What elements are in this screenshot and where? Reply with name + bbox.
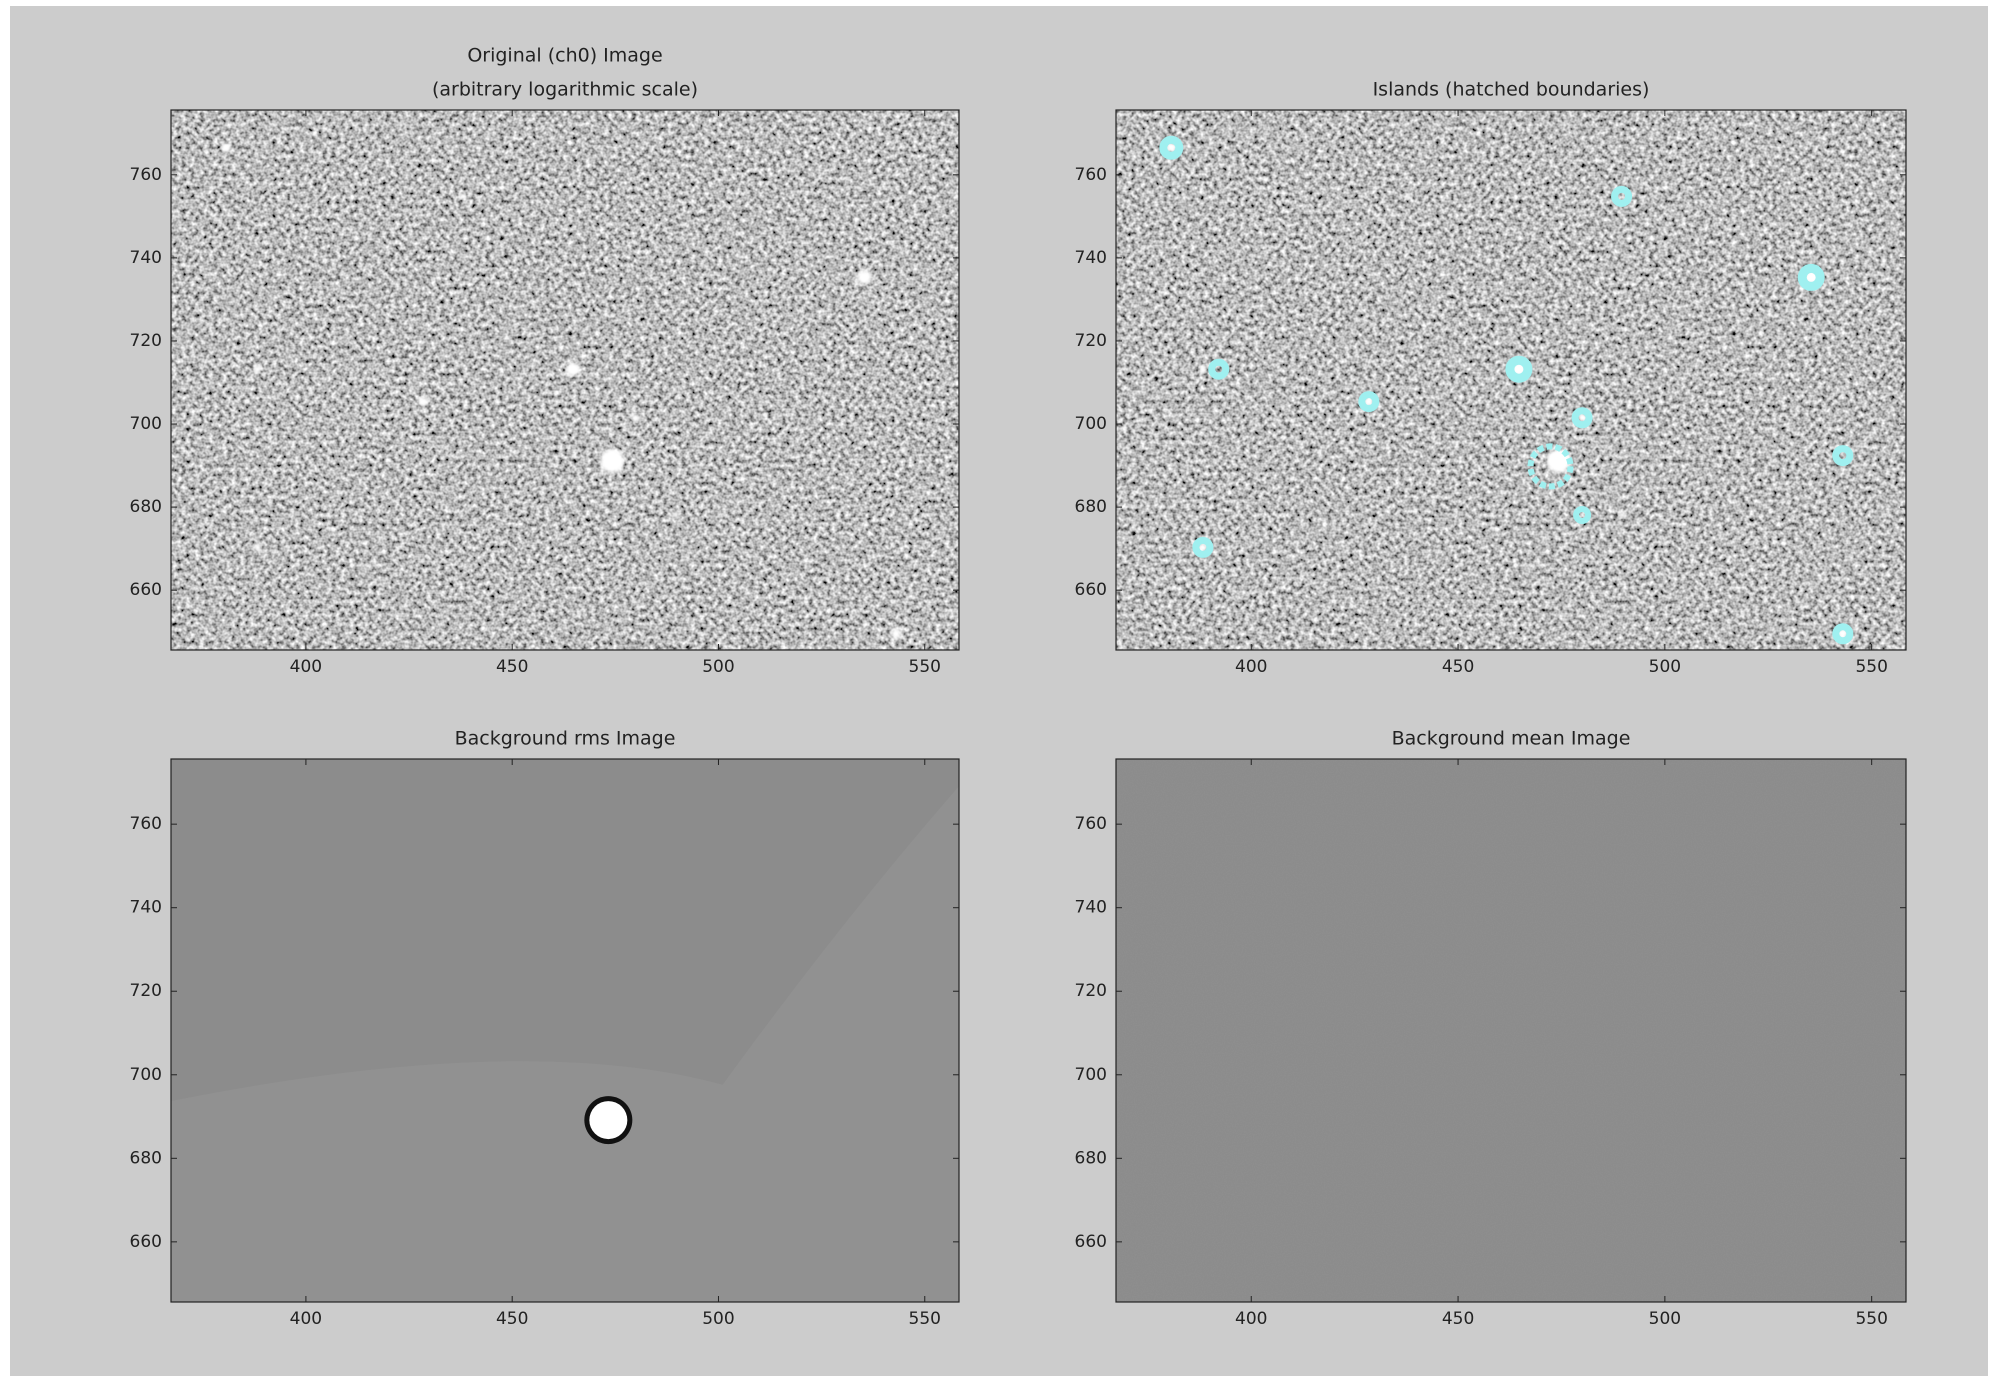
x-tick-label: 500 bbox=[702, 657, 734, 677]
source bbox=[221, 143, 231, 153]
source bbox=[254, 543, 262, 551]
y-tick-label: 660 bbox=[1075, 1232, 1107, 1252]
source bbox=[1405, 193, 1411, 199]
y-tick-label: 760 bbox=[1075, 165, 1107, 185]
y-tick-label: 760 bbox=[130, 814, 162, 834]
image bbox=[1116, 110, 1906, 650]
y-tick-label: 700 bbox=[1075, 414, 1107, 434]
image-noise bbox=[1116, 759, 1906, 1302]
y-tick-label: 740 bbox=[1075, 898, 1107, 918]
x-tick-label: 400 bbox=[290, 1309, 322, 1329]
x-tick-label: 550 bbox=[909, 657, 941, 677]
y-tick-label: 740 bbox=[1075, 248, 1107, 268]
x-tick-label: 450 bbox=[1442, 1309, 1474, 1329]
x-tick-label: 450 bbox=[1442, 657, 1474, 677]
source bbox=[566, 362, 580, 376]
chart-title: (arbitrary logarithmic scale) bbox=[432, 79, 698, 101]
y-tick-label: 680 bbox=[1075, 497, 1107, 517]
y-tick-label: 720 bbox=[130, 981, 162, 1001]
x-tick-label: 400 bbox=[1235, 1309, 1267, 1329]
x-tick-label: 500 bbox=[1649, 1309, 1681, 1329]
y-tick-label: 720 bbox=[1075, 331, 1107, 351]
x-tick-label: 550 bbox=[1855, 657, 1887, 677]
source bbox=[1619, 512, 1625, 518]
source bbox=[901, 447, 907, 453]
subplot: 400 450 500 550 660 680 700 720 740 760 Islands (h… bbox=[1075, 79, 1906, 678]
image bbox=[171, 759, 959, 1302]
chart-title: Islands (hatched boundaries) bbox=[1373, 79, 1650, 101]
x-tick-label: 500 bbox=[702, 1309, 734, 1329]
figure: 400 450 500 550 660 680 700 720 740 760 Original (… bbox=[0, 0, 1998, 1386]
y-tick-label: 680 bbox=[130, 1148, 162, 1168]
image bbox=[171, 110, 959, 650]
source bbox=[891, 629, 901, 639]
subplot: 400 450 500 550 660 680 700 720 740 760 Background… bbox=[1075, 728, 1906, 1330]
y-tick-label: 680 bbox=[1075, 1148, 1107, 1168]
chart-title: Original (ch0) Image bbox=[467, 45, 662, 67]
source bbox=[1199, 365, 1207, 373]
x-tick-label: 500 bbox=[1649, 657, 1681, 677]
source bbox=[632, 414, 640, 422]
y-tick-label: 700 bbox=[130, 414, 162, 434]
x-tick-label: 450 bbox=[496, 657, 528, 677]
x-tick-label: 450 bbox=[496, 1309, 528, 1329]
y-tick-label: 660 bbox=[1075, 580, 1107, 600]
source bbox=[600, 449, 624, 473]
subplot: 400 450 500 550 660 680 700 720 740 760 Background… bbox=[130, 728, 959, 1330]
y-tick-label: 660 bbox=[130, 580, 162, 600]
source bbox=[254, 365, 262, 373]
source bbox=[418, 397, 428, 407]
y-tick-label: 700 bbox=[1075, 1065, 1107, 1085]
y-tick-label: 700 bbox=[130, 1065, 162, 1085]
y-tick-label: 720 bbox=[1075, 981, 1107, 1001]
source bbox=[460, 193, 466, 199]
x-tick-label: 550 bbox=[909, 1309, 941, 1329]
source bbox=[857, 270, 871, 284]
y-tick-label: 760 bbox=[130, 165, 162, 185]
rms-peak bbox=[589, 1101, 627, 1139]
image bbox=[1116, 759, 1906, 1302]
source bbox=[672, 512, 678, 518]
chart-title: Background mean Image bbox=[1392, 728, 1631, 750]
y-tick-label: 760 bbox=[1075, 814, 1107, 834]
y-tick-label: 720 bbox=[130, 331, 162, 351]
y-tick-label: 740 bbox=[130, 248, 162, 268]
x-tick-label: 550 bbox=[1855, 1309, 1887, 1329]
y-tick-label: 680 bbox=[130, 497, 162, 517]
chart-title: Background rms Image bbox=[455, 728, 676, 750]
subplot: 400 450 500 550 660 680 700 720 740 760 Original (… bbox=[130, 45, 959, 678]
y-tick-label: 660 bbox=[130, 1232, 162, 1252]
x-tick-label: 400 bbox=[290, 657, 322, 677]
y-tick-label: 740 bbox=[130, 898, 162, 918]
x-tick-label: 400 bbox=[1235, 657, 1267, 677]
image-noise bbox=[171, 110, 959, 650]
